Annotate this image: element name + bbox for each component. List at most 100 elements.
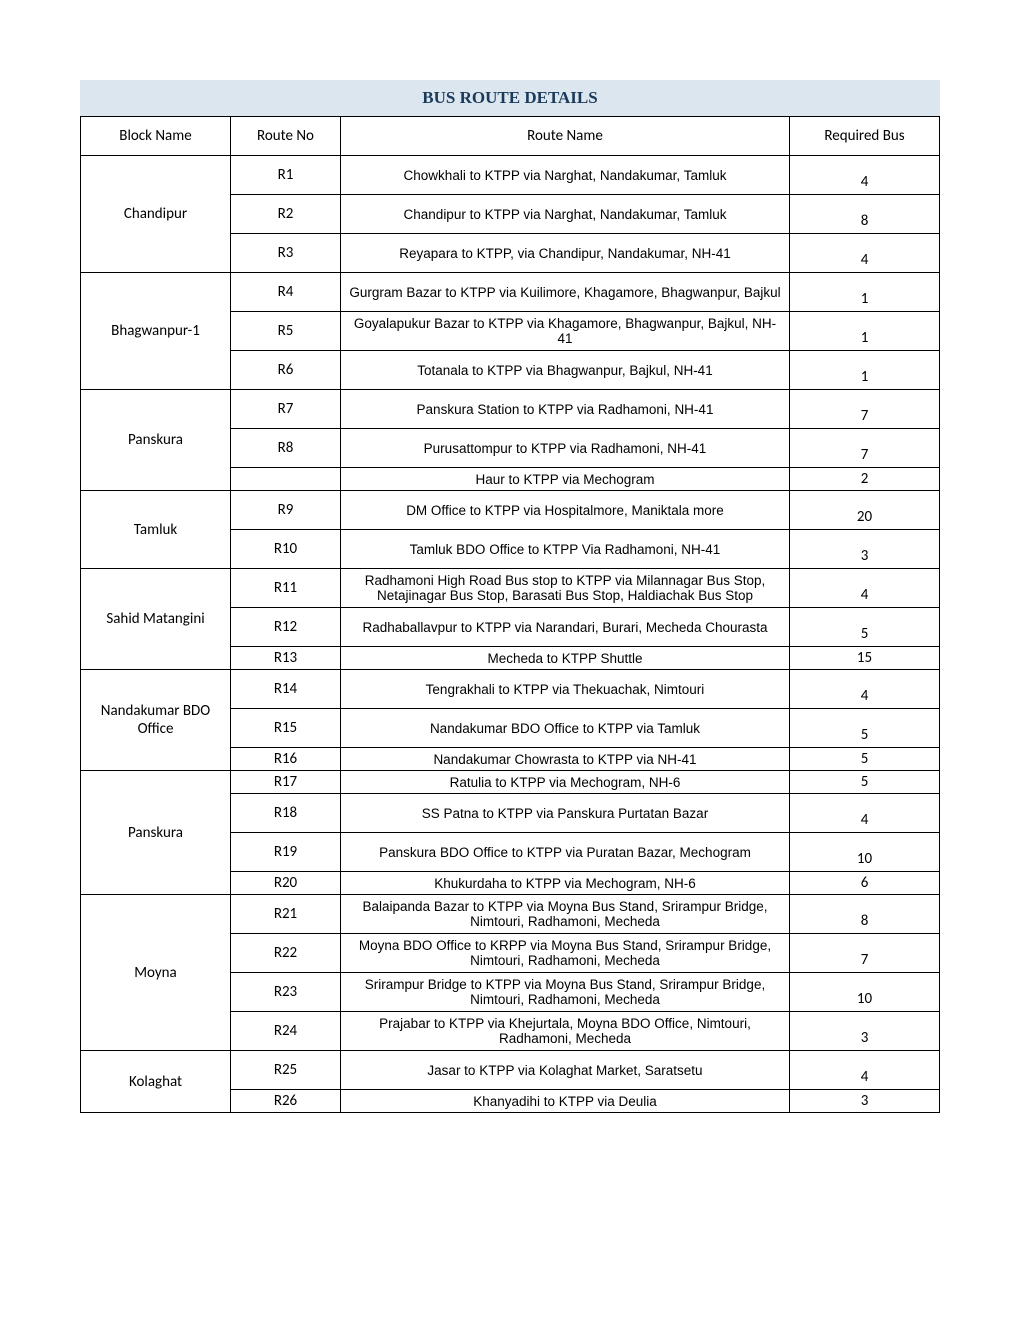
route-no-cell: R23: [231, 973, 341, 1012]
route-name-cell: Panskura Station to KTPP via Radhamoni, …: [341, 390, 790, 429]
route-no-cell: R16: [231, 748, 341, 771]
route-name-cell: Mecheda to KTPP Shuttle: [341, 647, 790, 670]
block-name-cell: Chandipur: [81, 156, 231, 273]
route-no-cell: R24: [231, 1012, 341, 1051]
route-name-cell: Chowkhali to KTPP via Narghat, Nandakuma…: [341, 156, 790, 195]
required-bus-cell: 1: [790, 312, 940, 351]
route-no-cell: R4: [231, 273, 341, 312]
route-name-cell: Khanyadihi to KTPP via Deulia: [341, 1090, 790, 1113]
route-no-cell: R13: [231, 647, 341, 670]
route-no-cell: R15: [231, 709, 341, 748]
required-bus-cell: 7: [790, 934, 940, 973]
route-name-cell: Ratulia to KTPP via Mechogram, NH-6: [341, 771, 790, 794]
bus-route-table: Block Name Route No Route Name Required …: [80, 116, 940, 1113]
required-bus-cell: 5: [790, 709, 940, 748]
required-bus-cell: 5: [790, 608, 940, 647]
required-bus-cell: 3: [790, 1090, 940, 1113]
route-name-cell: Panskura BDO Office to KTPP via Puratan …: [341, 833, 790, 872]
route-no-cell: R21: [231, 895, 341, 934]
route-name-cell: Reyapara to KTPP, via Chandipur, Nandaku…: [341, 234, 790, 273]
header-route-name: Route Name: [341, 117, 790, 156]
route-name-cell: Chandipur to KTPP via Narghat, Nandakuma…: [341, 195, 790, 234]
table-row: PanskuraR7Panskura Station to KTPP via R…: [81, 390, 940, 429]
block-name-cell: Nandakumar BDO Office: [81, 670, 231, 771]
route-no-cell: R18: [231, 794, 341, 833]
table-row: Sahid MatanginiR11Radhamoni High Road Bu…: [81, 569, 940, 608]
route-no-cell: R20: [231, 872, 341, 895]
route-no-cell: R9: [231, 491, 341, 530]
route-name-cell: Tamluk BDO Office to KTPP Via Radhamoni,…: [341, 530, 790, 569]
block-name-cell: Moyna: [81, 895, 231, 1051]
required-bus-cell: 5: [790, 771, 940, 794]
route-no-cell: R17: [231, 771, 341, 794]
required-bus-cell: 7: [790, 390, 940, 429]
required-bus-cell: 8: [790, 895, 940, 934]
header-bus: Required Bus: [790, 117, 940, 156]
route-no-cell: R11: [231, 569, 341, 608]
required-bus-cell: 3: [790, 530, 940, 569]
route-name-cell: Radhaballavpur to KTPP via Narandari, Bu…: [341, 608, 790, 647]
required-bus-cell: 5: [790, 748, 940, 771]
route-no-cell: R22: [231, 934, 341, 973]
route-name-cell: Prajabar to KTPP via Khejurtala, Moyna B…: [341, 1012, 790, 1051]
block-name-cell: Panskura: [81, 390, 231, 491]
route-name-cell: Balaipanda Bazar to KTPP via Moyna Bus S…: [341, 895, 790, 934]
required-bus-cell: 8: [790, 195, 940, 234]
table-row: Bhagwanpur-1R4Gurgram Bazar to KTPP via …: [81, 273, 940, 312]
required-bus-cell: 4: [790, 1051, 940, 1090]
required-bus-cell: 1: [790, 273, 940, 312]
table-row: KolaghatR25Jasar to KTPP via Kolaghat Ma…: [81, 1051, 940, 1090]
required-bus-cell: 4: [790, 569, 940, 608]
required-bus-cell: 20: [790, 491, 940, 530]
route-no-cell: R1: [231, 156, 341, 195]
table-row: TamlukR9DM Office to KTPP via Hospitalmo…: [81, 491, 940, 530]
required-bus-cell: 4: [790, 234, 940, 273]
route-no-cell: [231, 468, 341, 491]
required-bus-cell: 7: [790, 429, 940, 468]
route-no-cell: R2: [231, 195, 341, 234]
block-name-cell: Kolaghat: [81, 1051, 231, 1113]
route-no-cell: R25: [231, 1051, 341, 1090]
route-no-cell: R12: [231, 608, 341, 647]
route-name-cell: Tengrakhali to KTPP via Thekuachak, Nimt…: [341, 670, 790, 709]
route-name-cell: Purusattompur to KTPP via Radhamoni, NH-…: [341, 429, 790, 468]
required-bus-cell: 3: [790, 1012, 940, 1051]
route-no-cell: R14: [231, 670, 341, 709]
route-name-cell: Nandakumar BDO Office to KTPP via Tamluk: [341, 709, 790, 748]
required-bus-cell: 10: [790, 833, 940, 872]
route-name-cell: DM Office to KTPP via Hospitalmore, Mani…: [341, 491, 790, 530]
table-header-row: Block Name Route No Route Name Required …: [81, 117, 940, 156]
route-name-cell: Totanala to KTPP via Bhagwanpur, Bajkul,…: [341, 351, 790, 390]
required-bus-cell: 4: [790, 670, 940, 709]
block-name-cell: Panskura: [81, 771, 231, 895]
route-no-cell: R10: [231, 530, 341, 569]
table-row: MoynaR21Balaipanda Bazar to KTPP via Moy…: [81, 895, 940, 934]
route-name-cell: Jasar to KTPP via Kolaghat Market, Sarat…: [341, 1051, 790, 1090]
route-no-cell: R7: [231, 390, 341, 429]
block-name-cell: Sahid Matangini: [81, 569, 231, 670]
required-bus-cell: 1: [790, 351, 940, 390]
header-route-no: Route No: [231, 117, 341, 156]
route-name-cell: Gurgram Bazar to KTPP via Kuilimore, Kha…: [341, 273, 790, 312]
table-title: BUS ROUTE DETAILS: [80, 80, 940, 116]
route-no-cell: R8: [231, 429, 341, 468]
required-bus-cell: 4: [790, 794, 940, 833]
route-no-cell: R26: [231, 1090, 341, 1113]
required-bus-cell: 10: [790, 973, 940, 1012]
block-name-cell: Bhagwanpur-1: [81, 273, 231, 390]
required-bus-cell: 15: [790, 647, 940, 670]
route-no-cell: R6: [231, 351, 341, 390]
required-bus-cell: 6: [790, 872, 940, 895]
route-name-cell: Moyna BDO Office to KRPP via Moyna Bus S…: [341, 934, 790, 973]
route-name-cell: Srirampur Bridge to KTPP via Moyna Bus S…: [341, 973, 790, 1012]
route-name-cell: Nandakumar Chowrasta to KTPP via NH-41: [341, 748, 790, 771]
table-row: PanskuraR17Ratulia to KTPP via Mechogram…: [81, 771, 940, 794]
block-name-cell: Tamluk: [81, 491, 231, 569]
route-name-cell: Goyalapukur Bazar to KTPP via Khagamore,…: [341, 312, 790, 351]
route-name-cell: Haur to KTPP via Mechogram: [341, 468, 790, 491]
route-name-cell: Radhamoni High Road Bus stop to KTPP via…: [341, 569, 790, 608]
table-row: ChandipurR1Chowkhali to KTPP via Narghat…: [81, 156, 940, 195]
required-bus-cell: 4: [790, 156, 940, 195]
route-name-cell: SS Patna to KTPP via Panskura Purtatan B…: [341, 794, 790, 833]
table-row: Nandakumar BDO OfficeR14Tengrakhali to K…: [81, 670, 940, 709]
